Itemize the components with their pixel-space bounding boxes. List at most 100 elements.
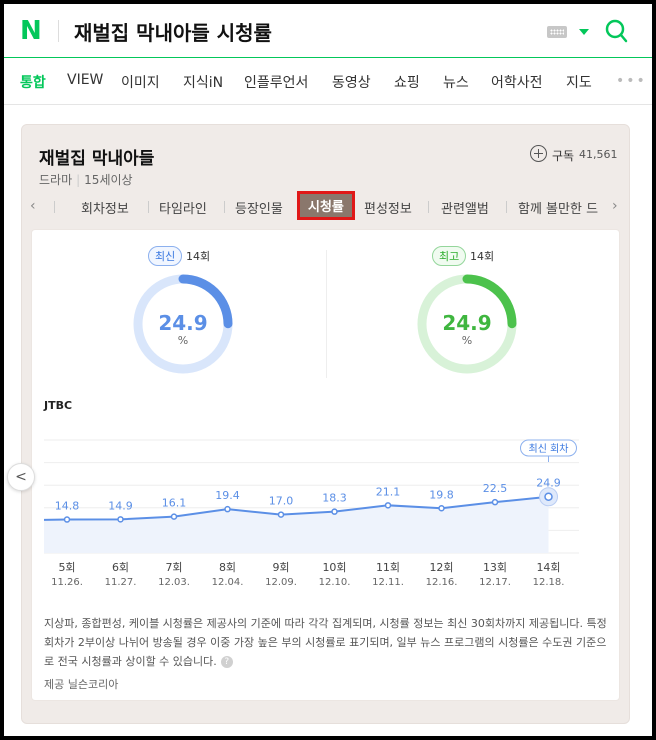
latest-episode-callout-label: 최신 회차	[529, 443, 569, 455]
chart-date-label: 12.18.	[533, 577, 565, 588]
chart-category-label: 11회	[376, 561, 400, 574]
chart-date-label: 12.16.	[426, 577, 458, 588]
latest-rating-gauge	[133, 274, 233, 374]
subscribe-count: 41,561	[579, 148, 618, 161]
chart-date-label: 12.10.	[319, 577, 351, 588]
tab-prev-arrow-icon[interactable]: ‹	[30, 198, 36, 214]
chart-point	[438, 505, 445, 512]
ratings-panel	[31, 229, 620, 701]
nav-item-shopping[interactable]: 쇼핑	[394, 75, 420, 91]
chart-data-label: 18.3	[322, 492, 347, 505]
nav-item-video[interactable]: 동영상	[332, 75, 371, 91]
chart-category-label: 6회	[112, 561, 129, 574]
tab-ratings[interactable]: 시청률	[297, 191, 355, 220]
chart-data-label: 21.1	[376, 485, 401, 498]
best-episode: 14회	[470, 250, 495, 263]
drama-meta: 드라마 | 15세이상	[39, 171, 133, 188]
drama-title[interactable]: 재벌집 막내아들	[39, 149, 155, 169]
channel-label: JTBC	[44, 399, 73, 412]
chart-date-label: 12.11.	[372, 577, 404, 588]
tab-divider	[506, 201, 507, 213]
tab-next-arrow-icon[interactable]: ›	[612, 198, 618, 214]
chart-date-label: 12.17.	[479, 577, 511, 588]
tab-divider	[54, 201, 55, 213]
chart-date-label: 12.09.	[265, 577, 297, 588]
search-category-nav: 통합 VIEW 이미지 지식iN 인플루언서 동영상 쇼핑 뉴스 어학사전 지도…	[4, 59, 652, 105]
search-query-text[interactable]: 재벌집 막내아들 시청률	[74, 21, 272, 45]
nav-item-image[interactable]: 이미지	[121, 75, 160, 91]
latest-episode: 14회	[186, 250, 211, 263]
caret-down-icon[interactable]	[579, 29, 589, 35]
chart-data-label: 24.9	[536, 477, 561, 490]
nav-more-icon[interactable]: •••	[616, 73, 647, 89]
chart-category-label: 13회	[483, 561, 507, 574]
help-icon[interactable]: ?	[220, 656, 233, 668]
genre-label: 드라마	[39, 173, 73, 187]
nav-item-dictionary[interactable]: 어학사전	[491, 75, 543, 91]
chart-data-label: 19.4	[215, 489, 240, 502]
tab-divider	[224, 201, 225, 213]
keyboard-icon[interactable]	[547, 26, 567, 38]
chart-category-label: 5회	[58, 561, 75, 574]
chart-date-label: 12.04.	[212, 577, 244, 588]
chart-point	[170, 513, 178, 520]
subscribe-button[interactable]: 구독	[552, 149, 575, 163]
drama-tabs: ‹ 회차정보 타임라인 등장인물 시청률 편성정보 관련앨범 함께 볼만한 드 …	[28, 191, 625, 220]
header-divider	[58, 20, 59, 42]
chart-category-label: 12회	[429, 561, 453, 574]
chart-point	[277, 511, 285, 518]
nav-item-map[interactable]: 지도	[566, 75, 592, 91]
chart-category-label: 7회	[165, 561, 182, 574]
data-provider: 제공 닐슨코리아	[44, 678, 119, 691]
prev-arrow-button[interactable]: <	[7, 463, 35, 491]
plus-icon[interactable]	[530, 145, 547, 162]
tab-recommended[interactable]: 함께 볼만한 드	[518, 202, 599, 217]
nav-item-kin[interactable]: 지식iN	[183, 75, 224, 91]
chart-data-label: 19.8	[429, 488, 454, 501]
latest-gauge-fill	[178, 274, 233, 329]
chart-data-label: 14.8	[55, 500, 80, 513]
chart-point	[491, 498, 499, 506]
nav-item-influencer[interactable]: 인플루언서	[244, 75, 309, 91]
tab-divider	[148, 201, 149, 213]
nav-item-news[interactable]: 뉴스	[443, 75, 469, 91]
tab-albums[interactable]: 관련앨범	[441, 202, 489, 217]
tab-cast[interactable]: 등장인물	[235, 202, 283, 217]
ratings-trend-chart: 14.8 5회 11.26. 14.9 6회 11.27. 16.1 7회 12.03. 19.4…	[44, 439, 579, 588]
best-gauge-fill	[462, 274, 517, 329]
chart-category-label: 9회	[272, 561, 289, 574]
age-rating-label: 15세이상	[84, 173, 133, 187]
best-rating-gauge	[417, 274, 517, 374]
gauge-divider	[326, 250, 327, 378]
tab-episode-info[interactable]: 회차정보	[81, 202, 129, 217]
tab-schedule[interactable]: 편성정보	[364, 202, 412, 217]
naver-logo[interactable]: N	[20, 16, 42, 46]
chart-date-label: 11.26.	[51, 577, 83, 588]
search-header: N 재벌집 막내아들 시청률	[4, 4, 652, 58]
chart-category-label: 8회	[219, 561, 236, 574]
chart-point	[331, 508, 338, 515]
best-rating-unit: %	[461, 334, 473, 347]
chart-area-fill	[44, 496, 549, 553]
ratings-notice: 지상파, 종합편성, 케이블 시청률은 제공사의 기준에 따라 각각 집계되며,…	[44, 614, 609, 671]
tab-timeline[interactable]: 타임라인	[159, 202, 207, 217]
search-icon[interactable]	[604, 18, 628, 44]
meta-divider: |	[76, 173, 81, 187]
chart-category-label: 14회	[536, 561, 560, 574]
chart-point	[117, 516, 124, 523]
chart-date-label: 12.03.	[158, 577, 190, 588]
best-badge: 최고	[432, 246, 467, 266]
best-rating-value: 24.9	[442, 311, 492, 335]
chart-data-label: 22.5	[483, 482, 508, 495]
chart-point	[544, 492, 553, 501]
chart-date-label: 11.27.	[105, 577, 137, 588]
ratings-notice-text: 지상파, 종합편성, 케이블 시청률은 제공사의 기준에 따라 각각 집계되며,…	[44, 617, 607, 668]
nav-item-integrated[interactable]: 통합	[20, 75, 46, 91]
chart-point	[224, 505, 231, 513]
nav-item-view[interactable]: VIEW	[67, 72, 104, 88]
latest-rating-unit: %	[177, 334, 189, 347]
latest-badge: 최신	[148, 246, 183, 266]
chart-data-label: 14.9	[108, 499, 133, 512]
chart-point	[384, 502, 392, 509]
chart-category-label: 10회	[322, 561, 346, 574]
